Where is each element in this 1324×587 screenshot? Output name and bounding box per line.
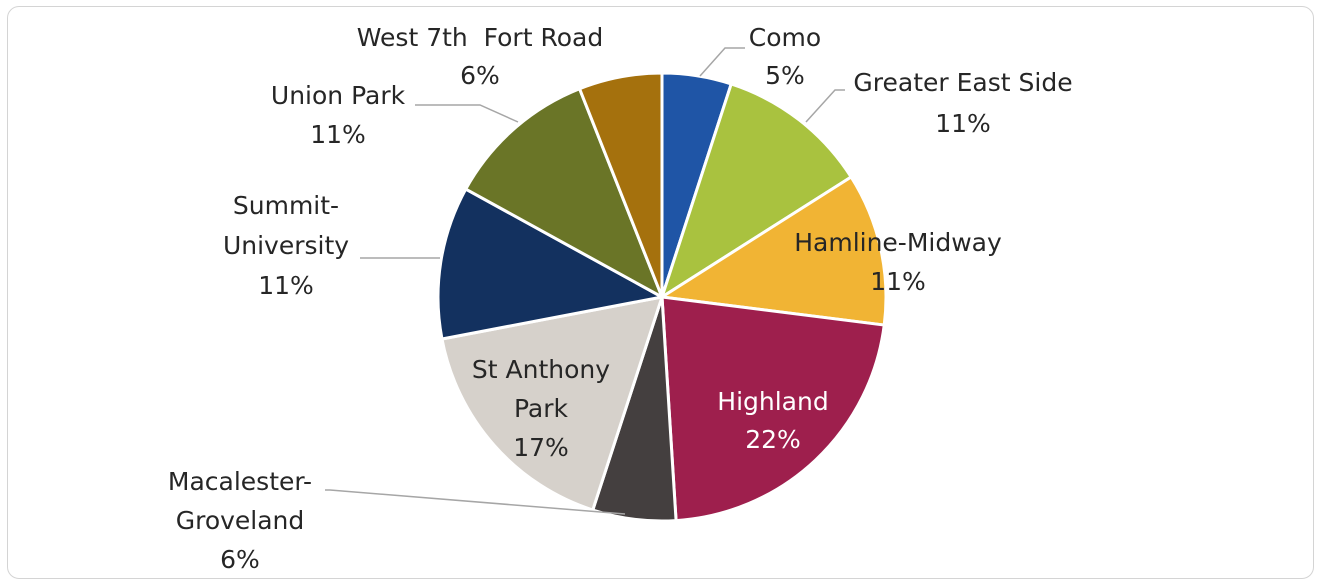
label-hamline-midway: Hamline-Midway 11%: [794, 228, 1002, 296]
label-como-pct: 5%: [765, 61, 805, 90]
pie-slice-st-anthony-park: [440, 295, 664, 512]
label-west-7th-fort-road-name: West 7th Fort Road: [357, 23, 603, 52]
label-highland-pct: 22%: [745, 425, 801, 454]
label-macalester-groveland-line1: Macalester-: [168, 467, 312, 496]
label-summit-university: Summit- University 11%: [223, 191, 349, 300]
label-union-park: Union Park 11%: [271, 81, 406, 149]
label-st-anthony-park-pct: 17%: [513, 433, 569, 462]
label-como-name: Como: [749, 23, 821, 52]
label-west-7th-fort-road: West 7th Fort Road 6%: [357, 23, 603, 90]
leader-line-greater-east-side: [805, 89, 845, 123]
pie-slice-greater-east-side: [660, 82, 853, 299]
label-hamline-midway-name: Hamline-Midway: [794, 228, 1002, 257]
label-highland: Highland 22%: [717, 387, 828, 454]
label-greater-east-side: Greater East Side 11%: [853, 68, 1072, 138]
label-summit-university-line2: University: [223, 231, 349, 260]
leader-line-union-park: [415, 104, 519, 123]
label-union-park-pct: 11%: [310, 120, 366, 149]
label-st-anthony-park: St Anthony Park 17%: [472, 355, 610, 462]
pie-slice-highland: [660, 295, 886, 523]
label-st-anthony-park-line2: Park: [514, 394, 569, 423]
label-macalester-groveland-line2: Groveland: [176, 506, 305, 535]
pie-slice-hamline-midway: [660, 175, 888, 327]
leader-line-como: [699, 47, 745, 77]
pie-slice-union-park: [464, 87, 664, 299]
pie-slice-west-7th-fort-road: [578, 71, 664, 299]
label-macalester-groveland-pct: 6%: [220, 545, 260, 574]
label-greater-east-side-name: Greater East Side: [853, 68, 1072, 97]
label-summit-university-pct: 11%: [258, 271, 314, 300]
label-west-7th-fort-road-pct: 6%: [460, 61, 500, 90]
leader-line-macalester-groveland: [325, 489, 626, 515]
label-greater-east-side-pct: 11%: [935, 109, 991, 138]
label-highland-name: Highland: [717, 387, 828, 416]
pie-slice-summit-university: [436, 187, 664, 341]
label-st-anthony-park-line1: St Anthony: [472, 355, 610, 384]
label-hamline-midway-pct: 11%: [870, 267, 926, 296]
label-macalester-groveland: Macalester- Groveland 6%: [168, 467, 312, 574]
label-summit-university-line1: Summit-: [233, 191, 339, 220]
pie-slices: [436, 71, 888, 523]
label-union-park-name: Union Park: [271, 81, 406, 110]
label-como: Como 5%: [749, 23, 821, 90]
